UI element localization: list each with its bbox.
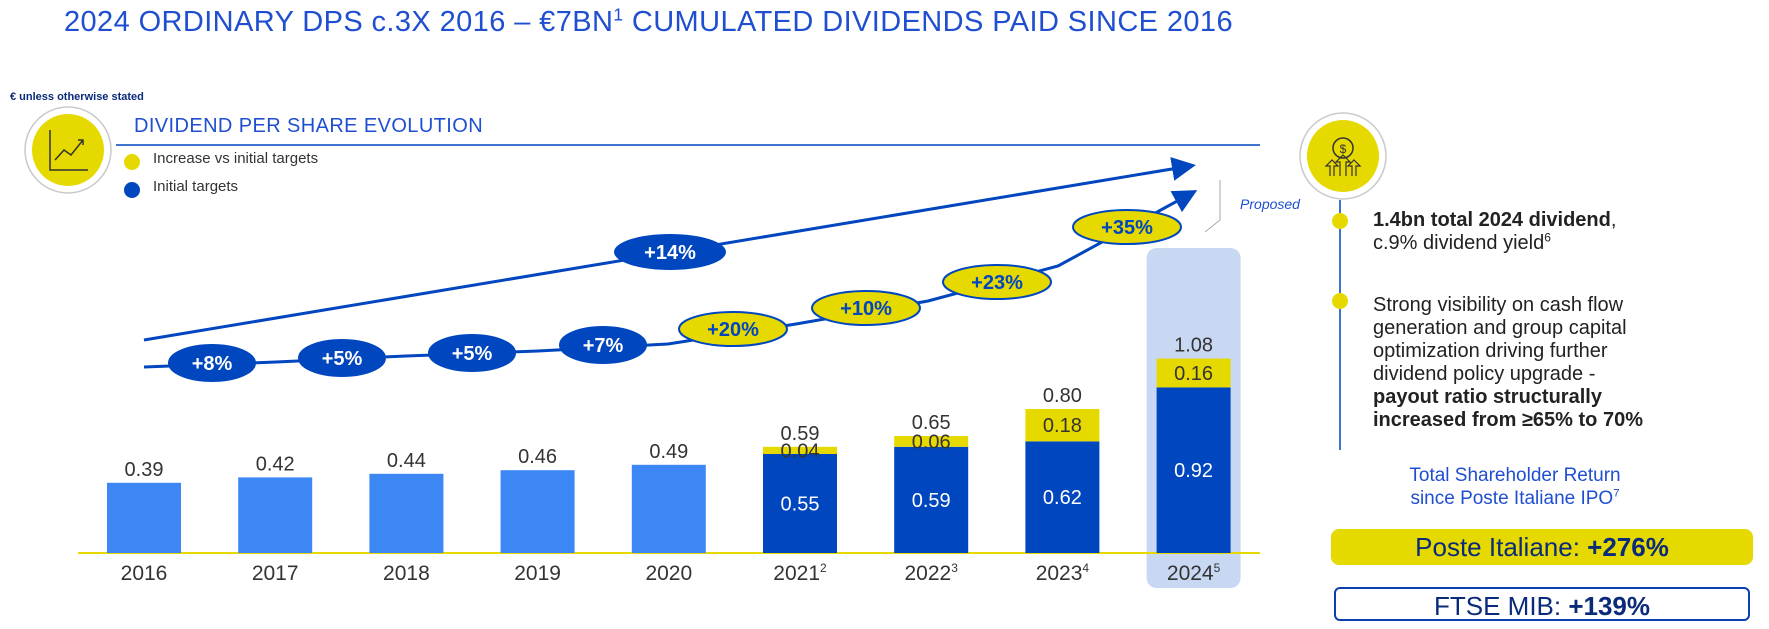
total-label-2022: 0.65 [912,412,951,434]
total-label-2023: 0.80 [1043,385,1082,407]
x-tick-2023: 20234 [1036,561,1090,585]
proposed-pointer-line [1204,219,1221,233]
bar-initial-2021 [763,454,837,553]
growth-label-3: +5% [452,343,493,365]
bar-increase-2021 [763,446,837,454]
bar-initial-2022 [894,446,969,553]
base-label-2021: 0.55 [781,494,820,516]
legend-increase-label: Increase vs initial targets [153,150,319,167]
tsr-label: Total Shareholder Return since Poste Ita… [1409,465,1621,509]
total-label-2016: 0.39 [125,459,164,481]
bar-increase-2023 [1025,409,1100,442]
bar-increase-2024 [1156,358,1231,388]
growth-bubble-8: +35% [1072,209,1182,245]
bar-increase-2022 [894,436,969,447]
dollar-sign-glyph: $ [1340,142,1347,156]
x-tick-footnote-2022: 3 [951,561,958,575]
base-label-2022: 0.59 [912,490,951,512]
bar-initial-2020 [631,464,706,553]
total-label-2017: 0.42 [256,453,295,475]
x-tick-2022: 20223 [904,561,958,585]
growth-label-8: +35% [1101,217,1153,239]
increase-label-2022: 0.06 [912,431,951,453]
bar-initial-2018 [369,473,444,553]
legend-increase-swatch [124,154,140,170]
legend-initial-label: Initial targets [153,178,239,195]
growth-label-7: +23% [971,272,1023,294]
base-label-2024: 0.92 [1174,460,1213,482]
bar-initial-2019 [500,470,575,553]
unit-note: € unless otherwise stated [10,91,144,103]
x-tick-2017: 2017 [252,562,299,585]
x-tick-2024: 20245 [1167,561,1221,585]
section-title: DIVIDEND PER SHARE EVOLUTION [134,115,484,137]
dollar-coin-growth-icon [1307,120,1379,192]
base-label-2023: 0.62 [1043,487,1082,509]
bar-initial-2016 [107,482,181,553]
ftse-tsr-box: FTSE MIB: +139% [1334,587,1750,621]
line-chart-icon [32,114,104,186]
legend-initial-swatch [124,182,140,198]
x-tick-footnote-2023: 4 [1082,561,1089,575]
growth-label-2: +5% [322,348,363,370]
bullet-payout-ratio: Strong visibility on cash flow generatio… [1373,294,1643,431]
growth-label-1: +8% [192,353,233,375]
growth-label-6: +10% [840,298,892,320]
total-label-2020: 0.49 [649,441,688,463]
growth-bubble-4: +7% [559,326,647,364]
bar-initial-2017 [238,477,313,553]
growth-label-4: +7% [583,335,624,357]
proposed-label: Proposed [1240,196,1301,212]
bullet-dividend-total: 1.4bn total 2024 dividend, c.9% dividend… [1373,209,1617,254]
bullet-marker-2 [1332,293,1348,309]
growth-bubble-7: +23% [942,264,1052,300]
x-tick-2016: 2016 [121,562,168,585]
poste-tsr-box: Poste Italiane: +276% [1331,529,1753,565]
increase-label-2021: 0.04 [781,440,820,462]
x-tick-footnote-2021: 2 [820,561,827,575]
total-label-2019: 0.46 [518,446,557,468]
x-tick-2019: 2019 [514,562,561,585]
x-tick-2018: 2018 [383,562,430,585]
x-tick-footnote-2024: 5 [1214,561,1221,575]
cagr-label: +14% [644,242,696,264]
bar-initial-2023 [1025,441,1100,553]
page-title: 2024 ORDINARY DPS c.3X 2016 – €7BN1 CUMU… [64,4,1233,38]
total-label-2018: 0.44 [387,450,426,472]
growth-bubble-5: +20% [678,311,788,347]
growth-bubble-6: +10% [811,290,921,326]
x-tick-2020: 2020 [645,562,692,585]
bar-initial-2024 [1156,387,1231,553]
increase-label-2023: 0.18 [1043,415,1082,437]
x-tick-2021: 20212 [773,561,827,585]
growth-label-5: +20% [707,319,759,341]
cagr-bubble [614,234,726,270]
growth-bubble-3: +5% [428,334,516,372]
total-label-2021: 0.59 [781,423,820,445]
growth-bubble-1: +8% [168,344,256,382]
growth-bubble-2: +5% [298,339,386,377]
bullet-marker-1 [1332,213,1348,229]
increase-label-2024: 0.16 [1174,363,1213,385]
total-label-2024: 1.08 [1174,335,1213,357]
